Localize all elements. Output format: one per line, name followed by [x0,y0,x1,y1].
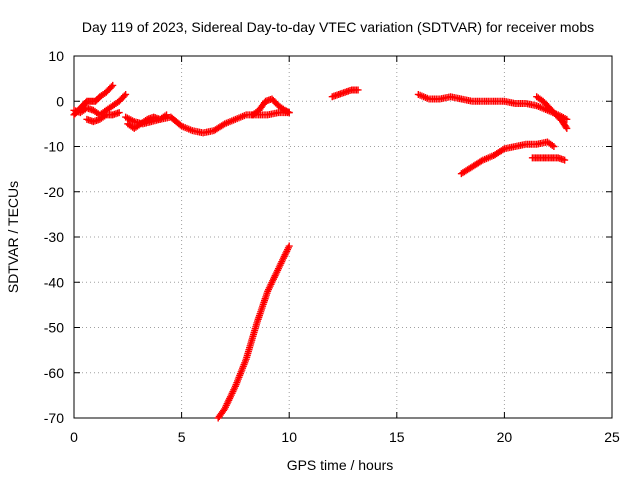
x-tick-labels: 0 5 10 15 20 25 [70,429,620,445]
x-tick-label: 15 [389,429,405,445]
data-point [163,111,171,119]
y-axis-label: SDTVAR / TECUs [5,181,21,293]
series-arc-afternoon-2 [533,93,571,132]
x-tick-label: 20 [497,429,513,445]
data-point [354,86,362,94]
data-point-interp [499,146,507,154]
series-arc-noon [328,86,362,101]
x-tick-label: 0 [70,429,78,445]
data-point [109,81,117,89]
data-point-interp [120,92,128,100]
data-point [122,90,130,98]
y-tick-label: 10 [48,48,64,64]
x-tick-label: 10 [281,429,297,445]
x-tick-label: 25 [604,429,620,445]
series-arc-evening [457,138,558,178]
data-point-interp [548,141,556,149]
x-axis-label: GPS time / hours [287,457,394,473]
data-point [115,109,123,117]
series-arc-steep [214,242,293,422]
y-tick-label: -50 [44,320,64,336]
data-point [550,143,558,150]
y-tick-label: -30 [44,229,64,245]
data-marks [70,81,571,422]
y-tick-label: -60 [44,365,64,381]
data-point [561,156,569,164]
series-arc-late [528,154,569,164]
chart-title: Day 119 of 2023, Sidereal Day-to-day VTE… [82,19,594,35]
data-point [285,242,293,250]
axis-ticks [73,55,613,419]
y-tick-label: 0 [56,93,64,109]
data-point-interp [562,123,570,131]
y-tick-label: -70 [44,410,64,426]
data-point-interp [107,83,115,91]
data-point-interp [101,112,109,120]
y-tick-label: -40 [44,274,64,290]
y-tick-labels: 10 0 -10 -20 -30 -40 -50 -60 -70 [44,48,64,426]
data-point [563,124,571,132]
data-point [285,109,293,117]
data-point [563,115,571,123]
x-tick-label: 5 [178,429,186,445]
y-tick-label: -10 [44,139,64,155]
data-point-interp [284,108,292,116]
series-arc-early-2 [70,90,130,119]
series-arc-early-3 [83,109,123,126]
grid [74,56,612,418]
series-arc-morning-2 [124,111,171,132]
data-point-interp [161,112,169,120]
series-arc-bump [249,95,293,119]
y-tick-label: -20 [44,184,64,200]
